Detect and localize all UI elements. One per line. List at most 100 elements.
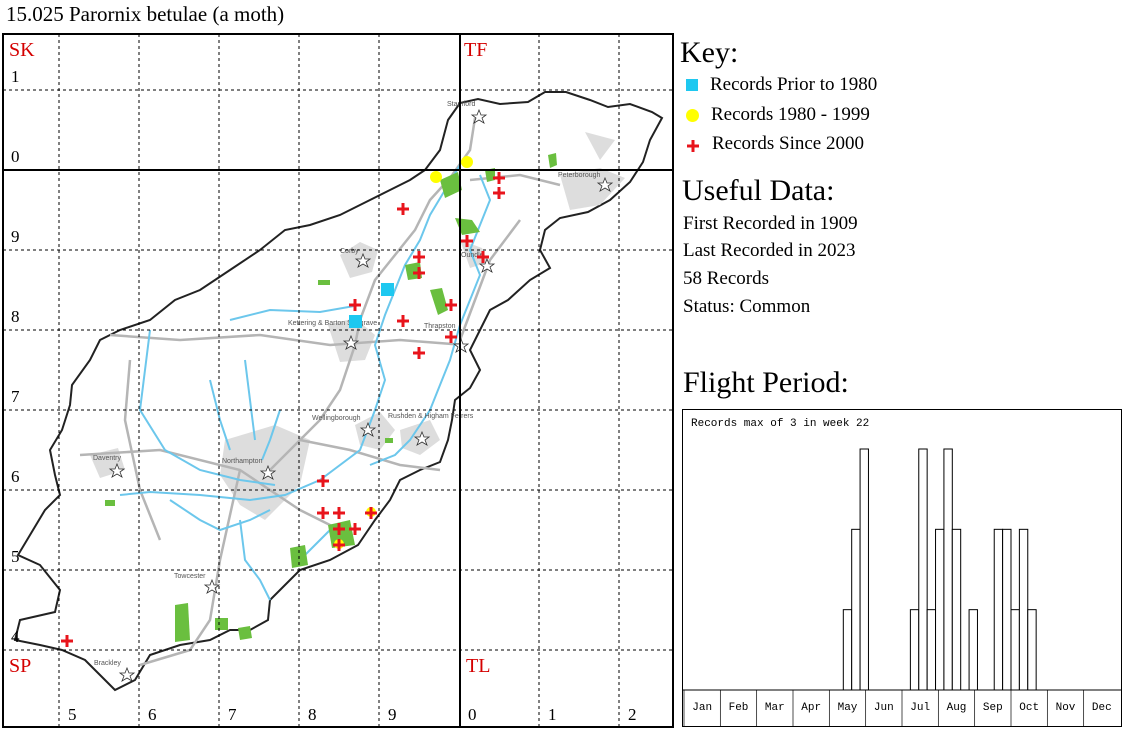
week-bar [851,528,861,691]
row-label: 6 [11,467,20,486]
row-label: 5 [11,547,20,566]
record-marker-red [397,203,409,215]
record-marker-yellow [430,171,442,183]
records-since-2000 [61,172,505,647]
week-bar [918,448,928,691]
town-label: Daventry [93,455,122,462]
key-item-since-2000: Records Since 2000 [686,133,864,155]
flight-period-chart: Records max of 3 in week 22 Jan Feb Mar Apr… [682,409,1122,727]
town-label: Corby [340,248,359,255]
col-label: 6 [148,705,157,724]
rivers [119,164,492,601]
row-label: 9 [11,227,20,246]
record-marker-red [445,299,457,311]
grid-square-label: TL [466,655,490,677]
week-bar [943,448,953,691]
key-label: Records Since 2000 [712,133,864,154]
week-bar [842,609,853,691]
col-label: 7 [228,705,237,724]
grid-square-label: TF [464,39,487,61]
month-cells: Jan Feb Mar Apr May Jun Jul Aug Sep Oct Nov Dec [683,690,1112,727]
week-bar [935,528,945,691]
record-marker-red [493,172,505,184]
week-bar [1002,528,1012,691]
record-marker-red [333,539,345,551]
month-label: Nov [1056,702,1076,714]
month-label: Jul [910,702,930,714]
week-bar [1018,528,1029,691]
record-marker-red [333,523,345,535]
week-bar [1010,609,1020,691]
record-marker-red [349,299,361,311]
col-label: 0 [468,705,477,724]
town-label: Brackley [94,660,121,667]
record-marker-red [365,507,377,519]
col-label: 1 [548,705,557,724]
cyan-square-icon [686,79,698,91]
grid-lines-minor [3,34,673,727]
flight-period-title: Flight Period: [683,366,849,399]
grid-lines-major [2,33,674,728]
month-label: Jan [692,702,712,714]
first-recorded: First Recorded in 1909 [683,213,858,234]
key-label: Records Prior to 1980 [710,74,878,95]
record-marker-red [333,507,345,519]
town-label: Stamford [447,101,476,108]
week-bar [859,448,869,691]
col-label: 9 [388,705,397,724]
col-label: 2 [628,705,637,724]
record-marker-red [317,507,329,519]
grid-square-label: SP [9,655,31,677]
town-label: Kettering & Barton Seagrave [288,320,377,327]
status: Status: Common [683,296,811,317]
town-stars [108,108,614,682]
row-label: 8 [11,307,20,326]
month-label: Mar [765,702,785,714]
row-label: 4 [11,627,20,646]
useful-data-title: Useful Data: [682,174,835,207]
record-marker-red [61,635,73,647]
key-item-pre-1980: Records Prior to 1980 [686,74,877,96]
month-label: Sep [983,702,1003,714]
week-bar [951,528,962,691]
records-pre-1980 [349,283,394,328]
record-marker-red [413,267,425,279]
month-label: May [838,702,858,714]
last-recorded: Last Recorded in 2023 [683,240,856,261]
month-label: Dec [1092,702,1112,714]
month-label: Oct [1019,702,1039,714]
row-label: 7 [11,387,20,406]
town-label: Wellingborough [312,415,361,422]
week-bar [926,609,937,691]
record-marker-cyan [349,315,362,328]
record-marker-red [413,347,425,359]
town-label: Rushden & Higham Ferrers [388,413,474,420]
record-marker-red [317,475,329,487]
yellow-circle-icon [686,108,699,122]
town-label: Towcester [174,573,206,580]
key-label: Records 1980 - 1999 [711,104,870,125]
record-marker-red [477,251,489,263]
key-item-1980-1999: Records 1980 - 1999 [686,104,870,126]
page-title: 15.025 Parornix betulae (a moth) [6,2,285,26]
woodland [105,153,557,642]
month-label: Aug [947,702,967,714]
week-bar [909,609,920,691]
month-label: Jun [874,702,894,714]
week-bar [1027,609,1037,691]
town-label: Oundle [461,252,484,259]
record-marker-red [445,331,457,343]
record-marker-red [493,187,505,199]
grid-square-label: SK [9,39,35,61]
record-marker-red [349,523,361,535]
row-label: 1 [11,67,20,86]
month-label: Apr [801,702,821,714]
week-bar [993,528,1004,691]
record-count: 58 Records [683,268,770,289]
key-title: Key: [680,36,739,69]
week-bar [968,609,978,691]
col-label: 8 [308,705,317,724]
town-label: Thrapston [424,323,456,330]
chart-note: Records max of 3 in week 22 [691,418,869,430]
